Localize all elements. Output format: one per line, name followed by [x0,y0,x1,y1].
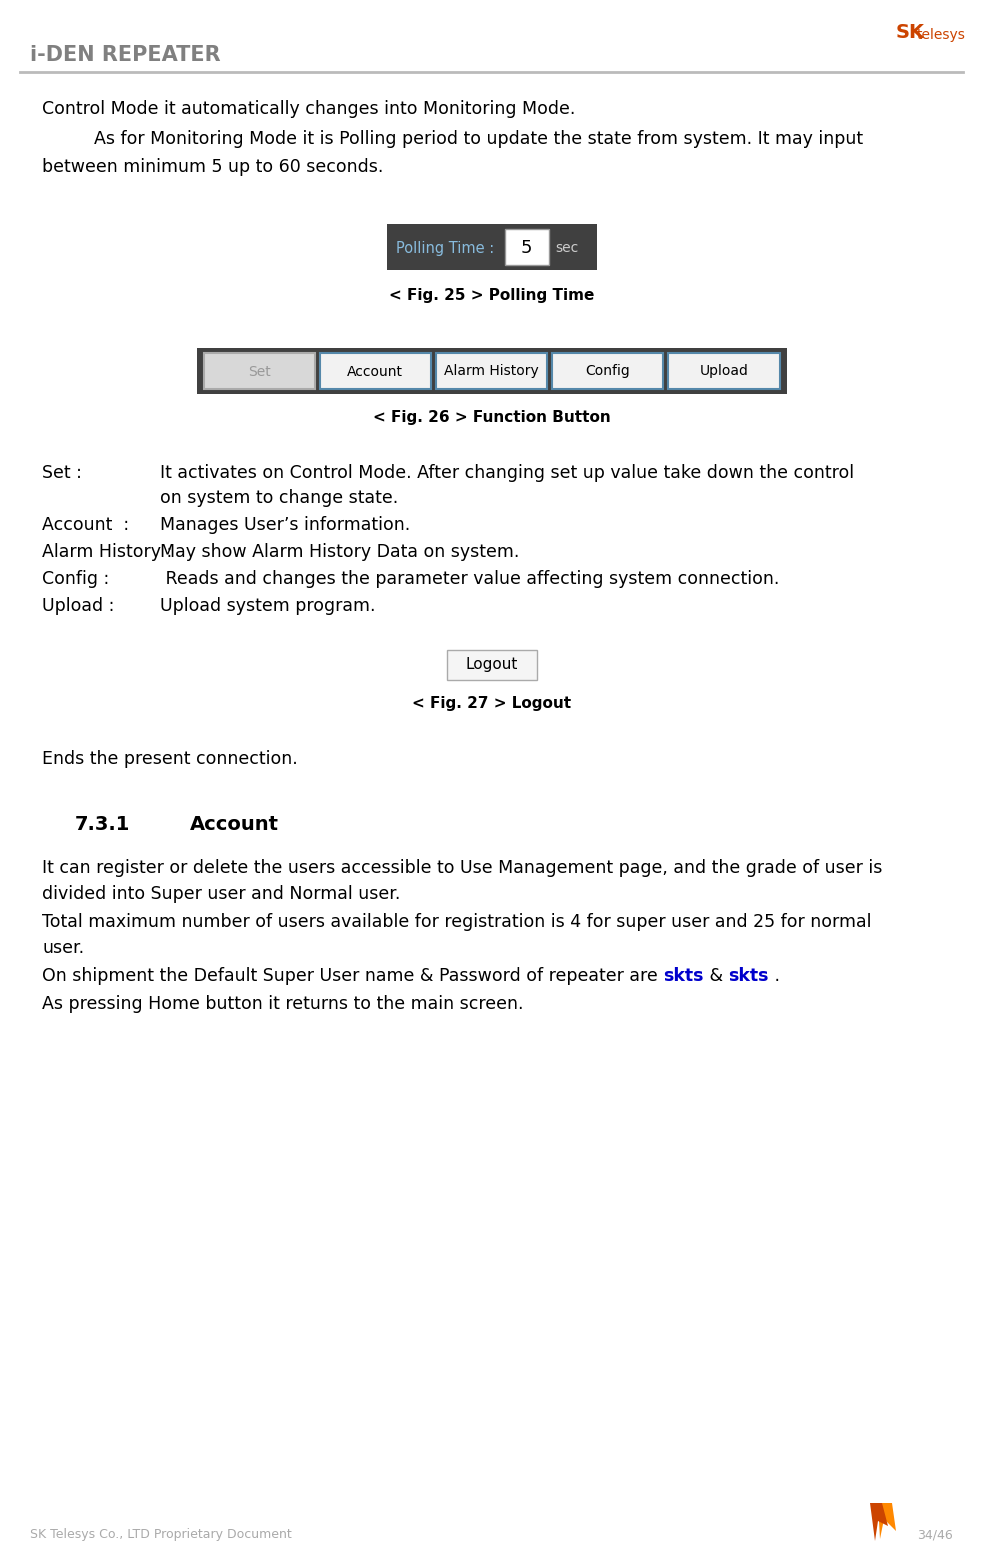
FancyBboxPatch shape [504,229,549,264]
Text: < Fig. 25 > Polling Time: < Fig. 25 > Polling Time [389,288,594,303]
Text: Account  :: Account : [42,516,129,533]
Polygon shape [870,1503,888,1541]
Text: .: . [769,966,780,985]
Text: Reads and changes the parameter value affecting system connection.: Reads and changes the parameter value af… [160,570,780,587]
Text: Account: Account [190,815,279,833]
Text: Config: Config [585,365,630,379]
Text: 34/46: 34/46 [917,1527,953,1541]
Text: skts: skts [664,966,704,985]
Text: It can register or delete the users accessible to Use Management page, and the g: It can register or delete the users acce… [42,860,883,877]
Text: Ends the present connection.: Ends the present connection. [42,750,298,768]
Text: 5: 5 [521,240,532,257]
FancyBboxPatch shape [435,352,548,390]
Text: skts: skts [728,966,769,985]
Text: It activates on Control Mode. After changing set up value take down the control: It activates on Control Mode. After chan… [160,464,854,482]
Text: SK: SK [896,23,925,42]
Text: As for Monitoring Mode it is Polling period to update the state from system. It : As for Monitoring Mode it is Polling per… [72,130,863,148]
Text: Alarm History: Alarm History [444,365,539,379]
Text: i-DEN REPEATER: i-DEN REPEATER [30,45,220,65]
Text: &: & [704,966,728,985]
Text: Logout: Logout [465,657,518,673]
Text: Control Mode it automatically changes into Monitoring Mode.: Control Mode it automatically changes in… [42,100,575,117]
Text: Manages User’s information.: Manages User’s information. [160,516,410,533]
Text: Set :: Set : [42,464,82,482]
FancyBboxPatch shape [446,649,537,680]
Text: 7.3.1: 7.3.1 [75,815,131,833]
Text: < Fig. 27 > Logout: < Fig. 27 > Logout [412,696,571,711]
Text: Upload: Upload [700,365,748,379]
Text: Upload system program.: Upload system program. [160,597,376,615]
Text: Total maximum number of users available for registration is 4 for super user and: Total maximum number of users available … [42,914,872,931]
FancyBboxPatch shape [386,224,597,271]
Text: divided into Super user and Normal user.: divided into Super user and Normal user. [42,884,400,903]
Text: Config :: Config : [42,570,109,587]
Text: May show Alarm History Data on system.: May show Alarm History Data on system. [160,543,519,561]
Text: As pressing Home button it returns to the main screen.: As pressing Home button it returns to th… [42,996,524,1013]
Text: between minimum 5 up to 60 seconds.: between minimum 5 up to 60 seconds. [42,158,383,176]
Text: Set: Set [248,365,270,379]
Text: On shipment the Default Super User name & Password of repeater are: On shipment the Default Super User name … [42,966,664,985]
Text: Alarm History :: Alarm History : [42,543,172,561]
FancyBboxPatch shape [203,352,315,390]
Text: user.: user. [42,938,85,957]
Text: sec: sec [555,241,579,255]
Text: Polling Time :: Polling Time : [396,241,499,255]
FancyBboxPatch shape [552,352,664,390]
Text: Upload :: Upload : [42,597,114,615]
Text: Account: Account [347,365,403,379]
FancyBboxPatch shape [197,348,786,394]
FancyBboxPatch shape [668,352,780,390]
Text: < Fig. 26 > Function Button: < Fig. 26 > Function Button [373,410,610,425]
Text: SK Telesys Co., LTD Proprietary Document: SK Telesys Co., LTD Proprietary Document [30,1527,292,1541]
Text: telesys: telesys [917,28,966,42]
Polygon shape [878,1503,896,1538]
Text: on system to change state.: on system to change state. [160,489,398,507]
FancyBboxPatch shape [319,352,431,390]
